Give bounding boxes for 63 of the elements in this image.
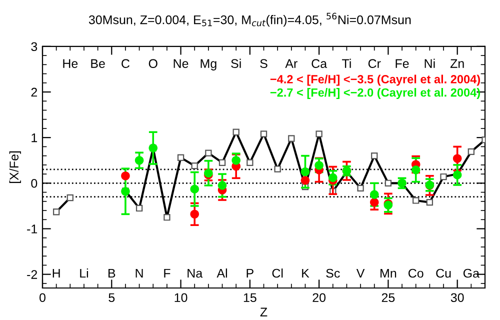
x-tick-label: 25 bbox=[382, 293, 395, 302]
y-tick-label: 0 bbox=[31, 178, 38, 188]
annotation: B bbox=[108, 268, 116, 278]
point bbox=[190, 184, 199, 194]
annotation: Co bbox=[408, 268, 424, 278]
annotation: Ti bbox=[342, 58, 351, 68]
x-tick-label: 5 bbox=[108, 293, 115, 302]
x-tick-label: 15 bbox=[244, 293, 256, 302]
annotation: Ne bbox=[174, 59, 188, 68]
annotation: H bbox=[52, 268, 60, 278]
y-tick-label: -1 bbox=[27, 224, 38, 234]
point bbox=[134, 156, 144, 165]
point bbox=[370, 190, 379, 199]
annotation: Na bbox=[188, 268, 203, 278]
annotation: O bbox=[148, 59, 158, 68]
text: −4.2 < [Fe/H] <−3.5 (Cayrel et al. 2004) bbox=[270, 74, 480, 86]
annotation: Si bbox=[231, 58, 241, 68]
annotation: Fe bbox=[396, 59, 409, 68]
text: −2.7 < [Fe/H] <−2.0 (Cayrel et al. 2004) bbox=[270, 88, 480, 100]
annotation: Al bbox=[216, 268, 227, 278]
annotation: Ca bbox=[312, 59, 328, 68]
chart-title: 30Msun, Z=0.004, E$_{51}$=30, M$_{cut}$(fin)=4.05, $^{56}$Ni=0.07Msun bbox=[88, 12, 411, 27]
annotation: Be bbox=[91, 59, 105, 68]
point bbox=[452, 154, 462, 163]
point bbox=[121, 171, 130, 180]
point bbox=[300, 167, 310, 176]
point bbox=[411, 166, 420, 174]
annotation: Ga bbox=[463, 268, 480, 278]
annotation: S bbox=[260, 59, 268, 68]
point bbox=[300, 176, 310, 185]
annotation: N bbox=[136, 268, 143, 278]
point bbox=[328, 173, 338, 182]
annotation: Zn bbox=[450, 59, 464, 68]
annotation: Mn bbox=[380, 268, 396, 278]
annotation: V bbox=[356, 268, 365, 278]
annotation: Li bbox=[80, 268, 88, 278]
annotation: Cl bbox=[272, 268, 283, 278]
annotation: Ar bbox=[285, 59, 298, 68]
y-tick-label: 1 bbox=[32, 134, 38, 142]
y-tick-label: 3 bbox=[31, 42, 38, 52]
annotation: Mg bbox=[200, 59, 216, 70]
annotation: C bbox=[122, 59, 130, 68]
annotation: K bbox=[302, 268, 310, 278]
y-tick-label: -2 bbox=[27, 270, 38, 279]
annotation: Sc bbox=[326, 268, 340, 278]
x-tick-label: 0 bbox=[40, 293, 46, 302]
point bbox=[370, 198, 379, 207]
point bbox=[232, 156, 240, 165]
x-tick-label: 30 bbox=[450, 293, 464, 302]
annotation: He bbox=[63, 59, 78, 68]
annotation: Cr bbox=[368, 59, 381, 68]
annotation: F bbox=[164, 268, 170, 278]
x-tick-label: 20 bbox=[312, 293, 326, 302]
x-tick-label: 10 bbox=[174, 293, 188, 302]
point bbox=[218, 181, 227, 190]
annotation: Cu bbox=[436, 268, 451, 278]
point bbox=[314, 160, 324, 170]
y-axis-title: [X/Fe] bbox=[9, 151, 21, 183]
x-axis-title: Z bbox=[260, 308, 268, 316]
annotation: Ni bbox=[424, 58, 435, 68]
y-tick-label: 2 bbox=[31, 88, 38, 97]
annotation: P bbox=[246, 268, 254, 278]
point bbox=[190, 210, 199, 219]
